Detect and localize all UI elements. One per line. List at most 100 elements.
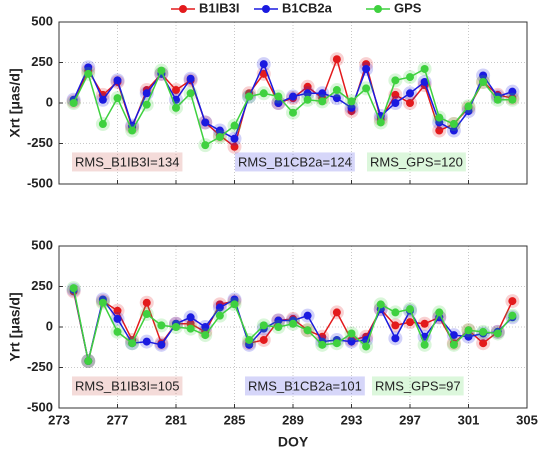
data-point xyxy=(435,126,444,135)
legend-marker xyxy=(262,5,270,13)
data-point xyxy=(274,92,283,101)
annotation: RMS_B1CB2a=101 xyxy=(248,378,362,393)
data-point xyxy=(508,297,517,306)
data-point xyxy=(508,95,517,104)
data-point xyxy=(303,89,312,98)
data-point xyxy=(259,321,268,330)
data-point xyxy=(318,340,327,349)
data-point xyxy=(391,308,400,317)
data-point xyxy=(201,331,210,340)
legend-label: GPS xyxy=(394,0,422,15)
data-point xyxy=(215,133,224,142)
data-point xyxy=(113,76,122,85)
data-point xyxy=(259,69,268,78)
data-point xyxy=(332,86,341,95)
y-tick-label: -250 xyxy=(27,135,53,150)
data-point xyxy=(274,323,283,331)
data-point xyxy=(230,142,239,151)
data-point xyxy=(142,89,151,98)
data-point xyxy=(303,311,312,320)
data-point xyxy=(493,95,502,104)
data-point xyxy=(128,126,137,135)
data-point xyxy=(464,332,473,341)
data-point xyxy=(318,97,327,106)
legend-label: B1CB2a xyxy=(282,0,333,15)
data-point xyxy=(186,313,195,322)
data-point xyxy=(362,84,371,93)
data-point xyxy=(157,340,166,349)
data-point xyxy=(245,335,254,344)
data-point xyxy=(406,89,414,98)
data-point xyxy=(347,329,356,338)
x-tick-label: 289 xyxy=(282,412,304,427)
y-tick-label: 0 xyxy=(46,318,53,333)
y-axis-label: Xrt [μas/d] xyxy=(7,68,23,137)
data-point xyxy=(391,334,400,343)
x-tick-label: 281 xyxy=(165,412,187,427)
data-point xyxy=(230,121,239,130)
data-point xyxy=(172,103,180,112)
data-point xyxy=(201,118,210,127)
data-point xyxy=(362,342,371,351)
data-point xyxy=(172,323,180,331)
data-point xyxy=(259,335,268,344)
data-point xyxy=(347,97,356,106)
data-point xyxy=(420,319,429,328)
annotation: RMS_GPS=120 xyxy=(370,154,463,169)
data-point xyxy=(406,73,414,82)
data-point xyxy=(391,99,400,107)
x-tick-label: 297 xyxy=(399,412,421,427)
data-point xyxy=(332,308,341,317)
data-point xyxy=(215,126,224,135)
data-point xyxy=(303,95,312,104)
legend-marker xyxy=(374,5,382,13)
data-point xyxy=(303,82,312,91)
data-point xyxy=(172,86,180,95)
data-point xyxy=(406,99,414,107)
data-point xyxy=(186,74,195,83)
data-point xyxy=(69,284,78,293)
data-point xyxy=(186,324,195,333)
data-point xyxy=(391,76,400,85)
data-point xyxy=(464,102,473,111)
data-point xyxy=(201,141,210,150)
data-point xyxy=(479,71,488,80)
x-tick-label: 301 xyxy=(458,412,480,427)
data-point xyxy=(157,321,166,330)
x-tick-label: 277 xyxy=(107,412,129,427)
x-axis-label: DOY xyxy=(278,434,309,450)
data-point xyxy=(274,99,283,107)
annotation-bg xyxy=(235,152,355,172)
data-point xyxy=(186,89,195,98)
data-point xyxy=(420,340,429,349)
data-point xyxy=(84,69,93,78)
data-point xyxy=(332,94,341,103)
data-point xyxy=(318,89,327,98)
data-point xyxy=(303,326,312,335)
data-point xyxy=(347,337,356,346)
data-point xyxy=(479,327,488,336)
annotation: RMS_B1CB2a=124 xyxy=(238,154,352,169)
axes-box xyxy=(58,21,528,185)
data-point xyxy=(245,92,254,101)
y-tick-label: 250 xyxy=(31,278,53,293)
data-point xyxy=(113,327,122,336)
annotation: RMS_B1IB3I=105 xyxy=(75,378,179,393)
data-point xyxy=(289,319,297,328)
data-point xyxy=(259,60,268,69)
y-tick-label: 500 xyxy=(31,13,53,28)
y-tick-label: 0 xyxy=(46,94,53,109)
data-point xyxy=(98,95,107,104)
data-point xyxy=(493,329,502,338)
data-point xyxy=(332,339,341,348)
data-point xyxy=(391,321,400,330)
data-point xyxy=(113,314,122,323)
data-point xyxy=(274,316,283,325)
data-point xyxy=(215,303,224,312)
x-tick-label: 305 xyxy=(516,412,538,427)
data-point xyxy=(435,308,444,317)
y-tick-label: -500 xyxy=(27,175,53,190)
data-point xyxy=(230,134,239,143)
data-point xyxy=(84,63,93,72)
